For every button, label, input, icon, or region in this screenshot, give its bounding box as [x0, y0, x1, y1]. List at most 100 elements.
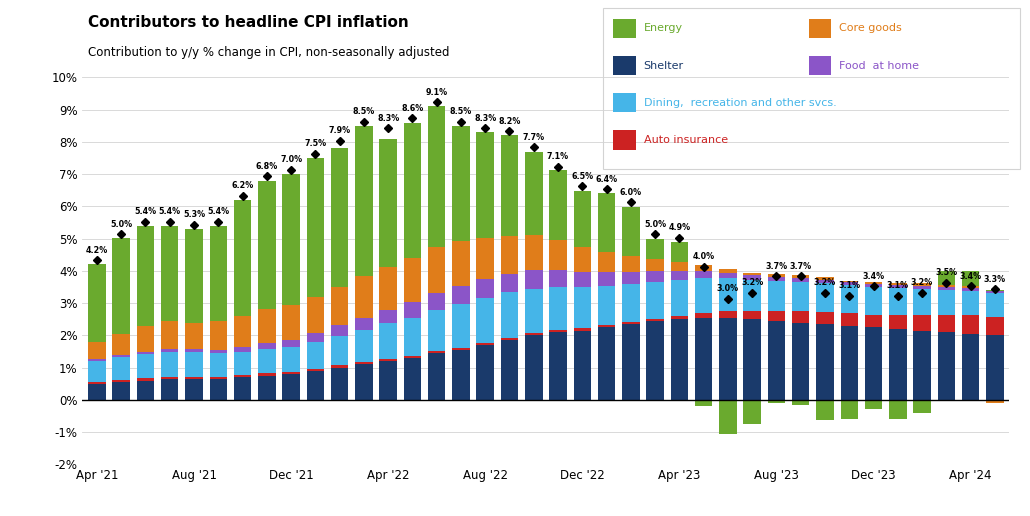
- Bar: [937, 332, 955, 400]
- Text: 3.1%: 3.1%: [838, 281, 860, 290]
- Bar: [986, 291, 1003, 294]
- Bar: [695, 400, 713, 406]
- Bar: [452, 350, 470, 400]
- Bar: [307, 297, 324, 333]
- Bar: [234, 352, 251, 375]
- Bar: [914, 315, 931, 331]
- Bar: [671, 271, 688, 280]
- Bar: [914, 288, 931, 315]
- Bar: [889, 329, 906, 400]
- Bar: [355, 277, 373, 318]
- Text: 6.5%: 6.5%: [572, 172, 593, 181]
- Bar: [161, 321, 178, 349]
- Bar: [525, 235, 543, 270]
- Bar: [112, 357, 130, 380]
- Bar: [209, 353, 227, 377]
- Bar: [622, 256, 640, 271]
- Bar: [840, 400, 858, 419]
- Bar: [259, 374, 276, 376]
- Bar: [525, 335, 543, 400]
- Bar: [937, 287, 955, 289]
- Bar: [695, 271, 713, 278]
- Bar: [816, 324, 833, 400]
- Bar: [185, 379, 203, 400]
- Bar: [574, 328, 591, 331]
- Bar: [622, 207, 640, 256]
- Bar: [259, 309, 276, 344]
- Bar: [234, 347, 251, 352]
- Bar: [89, 359, 106, 361]
- Bar: [889, 285, 906, 288]
- Bar: [137, 381, 154, 400]
- Bar: [185, 352, 203, 377]
- Bar: [816, 312, 833, 324]
- Bar: [695, 313, 713, 318]
- Bar: [259, 376, 276, 400]
- Bar: [671, 280, 688, 316]
- Bar: [865, 284, 883, 287]
- Bar: [767, 321, 785, 400]
- Bar: [282, 347, 300, 372]
- Bar: [379, 310, 397, 324]
- Text: 8.2%: 8.2%: [499, 117, 521, 126]
- Bar: [597, 252, 615, 272]
- Text: 4.0%: 4.0%: [692, 252, 715, 261]
- Text: 7.1%: 7.1%: [547, 152, 570, 161]
- Bar: [816, 280, 833, 283]
- Bar: [744, 311, 761, 319]
- Text: 8.3%: 8.3%: [377, 114, 400, 122]
- Text: 5.4%: 5.4%: [207, 207, 230, 216]
- Bar: [840, 282, 858, 285]
- Bar: [695, 318, 713, 400]
- Bar: [89, 264, 106, 343]
- Text: 5.0%: 5.0%: [110, 220, 132, 229]
- Bar: [865, 282, 883, 284]
- Bar: [622, 271, 640, 284]
- Bar: [355, 318, 373, 330]
- Bar: [355, 364, 373, 400]
- Text: Contributors to headline CPI inflation: Contributors to headline CPI inflation: [88, 15, 408, 30]
- Bar: [719, 273, 736, 278]
- Text: 3.2%: 3.2%: [911, 278, 933, 287]
- Bar: [574, 331, 591, 400]
- Bar: [549, 170, 566, 240]
- Text: 3.4%: 3.4%: [862, 271, 885, 281]
- Text: 6.2%: 6.2%: [232, 181, 253, 190]
- Bar: [889, 288, 906, 315]
- Bar: [379, 359, 397, 361]
- Bar: [525, 288, 543, 333]
- Bar: [719, 318, 736, 400]
- Bar: [379, 324, 397, 359]
- Bar: [331, 336, 348, 365]
- Text: 8.5%: 8.5%: [450, 107, 472, 116]
- Bar: [307, 368, 324, 371]
- Bar: [427, 310, 445, 351]
- Bar: [185, 322, 203, 349]
- Bar: [671, 319, 688, 400]
- Bar: [112, 380, 130, 382]
- Bar: [112, 382, 130, 400]
- Bar: [525, 270, 543, 288]
- Text: Contribution to y/y % change in CPI, non-seasonally adjusted: Contribution to y/y % change in CPI, non…: [88, 46, 449, 59]
- Bar: [622, 324, 640, 400]
- Bar: [404, 302, 421, 318]
- Text: 7.0%: 7.0%: [280, 155, 302, 165]
- Bar: [937, 315, 955, 332]
- Text: Shelter: Shelter: [644, 60, 684, 71]
- Bar: [427, 353, 445, 400]
- Bar: [282, 372, 300, 374]
- Bar: [597, 325, 615, 327]
- Text: 3.0%: 3.0%: [717, 284, 739, 294]
- Bar: [840, 281, 858, 282]
- Bar: [792, 322, 810, 400]
- Bar: [404, 356, 421, 358]
- Bar: [259, 344, 276, 349]
- Text: 8.3%: 8.3%: [474, 114, 496, 122]
- Bar: [986, 294, 1003, 317]
- Text: 6.0%: 6.0%: [620, 188, 642, 197]
- Bar: [427, 293, 445, 310]
- Bar: [744, 276, 761, 280]
- Bar: [355, 126, 373, 277]
- Bar: [962, 315, 980, 334]
- Bar: [427, 351, 445, 353]
